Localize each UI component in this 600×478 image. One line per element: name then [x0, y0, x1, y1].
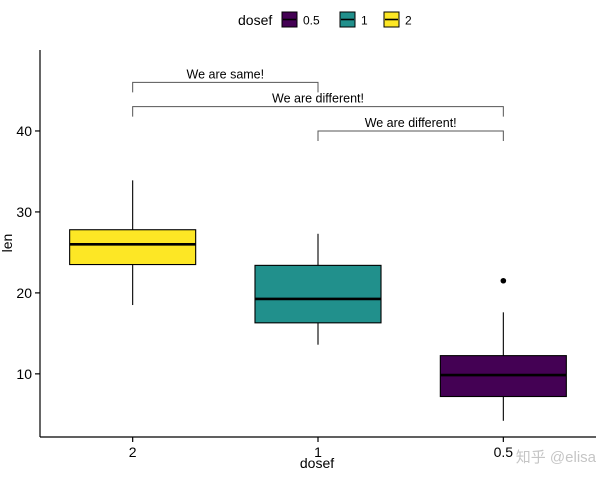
legend-label: 0.5: [303, 14, 320, 28]
comparison-bracket: We are same!: [132, 67, 319, 93]
outlier-point: [500, 277, 507, 284]
box-iqr: [254, 264, 382, 324]
boxes: [69, 180, 567, 421]
y-tick-label: 40: [16, 123, 32, 139]
bracket-line: [132, 81, 319, 93]
bracket-label: We are different!: [365, 116, 457, 130]
watermark: 知乎 @elisa: [516, 449, 597, 466]
y-tick-label: 10: [16, 366, 32, 382]
legend-entry: 2: [383, 11, 412, 28]
box-0.5: [439, 277, 567, 421]
legend-entry: 1: [339, 11, 368, 28]
x-tick-label: 2: [129, 444, 137, 460]
x-tick-label: 1: [314, 444, 322, 460]
legend-label: 1: [361, 14, 368, 28]
box-iqr: [69, 229, 197, 266]
bracket-label: We are same!: [187, 67, 265, 81]
box-1: [254, 233, 382, 345]
comparison-bracket: We are different!: [317, 116, 504, 141]
legend-title: dosef: [238, 12, 272, 28]
bracket-line: [132, 106, 504, 117]
bracket-label: We are different!: [272, 92, 364, 106]
x-tick-label: 0.5: [494, 444, 514, 460]
legend-entry: 0.5: [281, 11, 320, 28]
legend: dosef 0.5 1 2: [238, 11, 412, 28]
y-axis-ticks: 10 20 30 40: [16, 123, 40, 382]
x-axis-ticks: 2 1 0.5: [129, 437, 514, 460]
x-axis-label: dosef: [300, 455, 334, 471]
legend-label: 2: [405, 14, 412, 28]
comparison-brackets: We are same! We are different!We are diff…: [132, 67, 504, 141]
y-tick-label: 30: [16, 204, 32, 220]
bracket-line: [317, 130, 504, 141]
y-axis-label: len: [0, 234, 15, 253]
comparison-bracket: We are different!: [132, 92, 504, 117]
y-tick-label: 20: [16, 285, 32, 301]
box-2: [69, 180, 197, 306]
